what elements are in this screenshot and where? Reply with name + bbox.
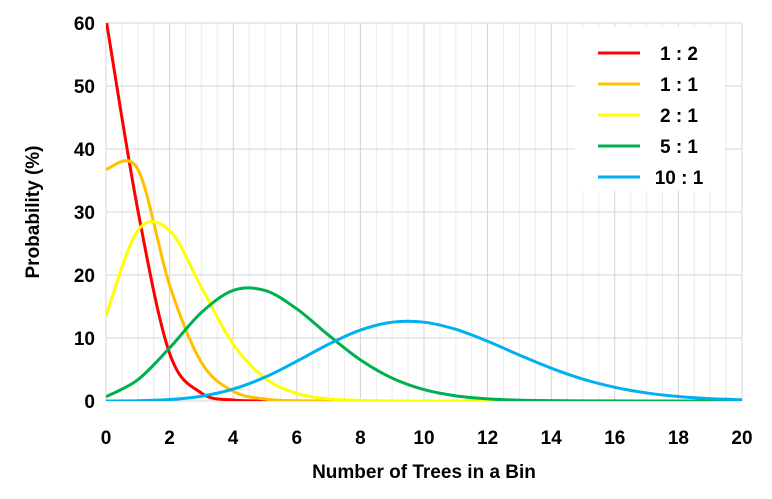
y-tick-label: 50 bbox=[74, 77, 95, 98]
x-tick-label: 0 bbox=[101, 428, 112, 449]
x-tick-label: 16 bbox=[604, 428, 625, 449]
x-tick-label: 20 bbox=[731, 428, 752, 449]
legend-box bbox=[575, 27, 725, 191]
x-tick-label: 4 bbox=[228, 428, 239, 449]
x-tick-label: 12 bbox=[477, 428, 498, 449]
x-tick-label: 10 bbox=[413, 428, 434, 449]
legend: 1 : 2 1 : 1 2 : 1 5 : 1 10 : 1 bbox=[575, 27, 725, 191]
legend-label: 1 : 1 bbox=[660, 75, 698, 96]
series-line-4 bbox=[106, 286, 742, 401]
legend-label: 2 : 1 bbox=[660, 106, 698, 127]
y-tick-label: 0 bbox=[84, 392, 95, 413]
legend-label: 5 : 1 bbox=[660, 137, 698, 158]
series-line-2 bbox=[106, 159, 742, 401]
x-tick-label: 2 bbox=[164, 428, 175, 449]
legend-label: 10 : 1 bbox=[655, 168, 704, 189]
x-axis-label: Number of Trees in a Bin bbox=[312, 462, 536, 483]
legend-label: 1 : 2 bbox=[660, 44, 698, 65]
y-tick-label: 60 bbox=[74, 14, 95, 35]
series-lines bbox=[106, 23, 742, 401]
y-tick-label: 10 bbox=[74, 329, 95, 350]
y-tick-label: 40 bbox=[74, 140, 95, 161]
x-tick-label: 8 bbox=[355, 428, 366, 449]
series-line-5 bbox=[106, 319, 742, 401]
x-tick-label: 18 bbox=[668, 428, 689, 449]
y-axis-label: Probability (%) bbox=[23, 145, 44, 278]
x-tick-label: 14 bbox=[541, 428, 563, 449]
y-tick-label: 30 bbox=[74, 203, 95, 224]
series-line-3 bbox=[106, 220, 742, 401]
series-line-1 bbox=[106, 23, 742, 401]
axes: 0 10 20 30 40 50 60 0 2 4 6 8 10 12 14 16 18 20 bbox=[74, 14, 753, 449]
y-tick-label: 20 bbox=[74, 266, 95, 287]
x-tick-label: 6 bbox=[292, 428, 303, 449]
